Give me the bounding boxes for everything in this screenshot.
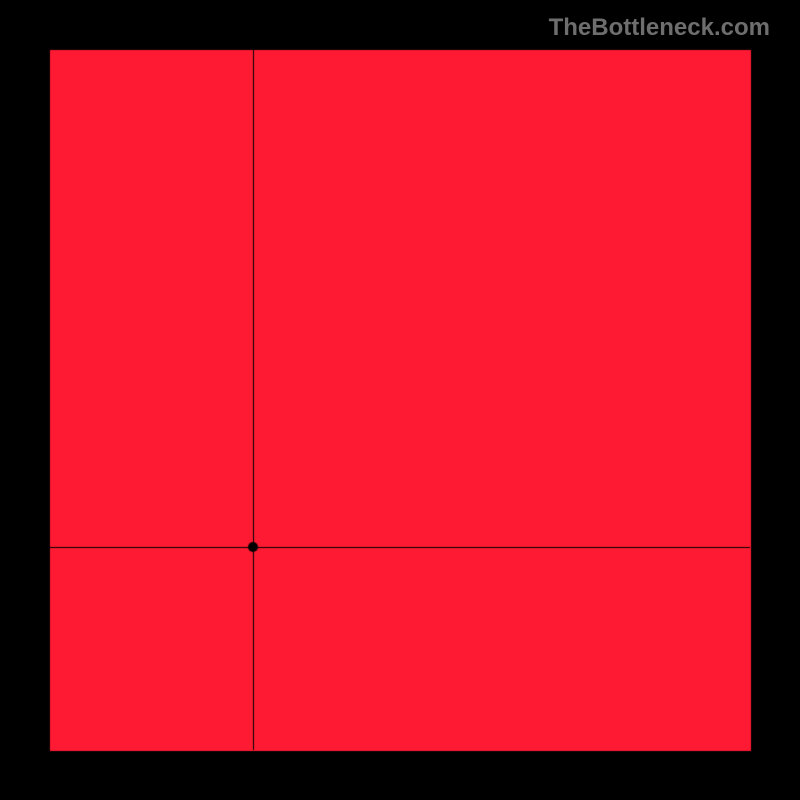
attribution-text: TheBottleneck.com (549, 14, 770, 42)
bottleneck-heatmap (0, 0, 800, 800)
